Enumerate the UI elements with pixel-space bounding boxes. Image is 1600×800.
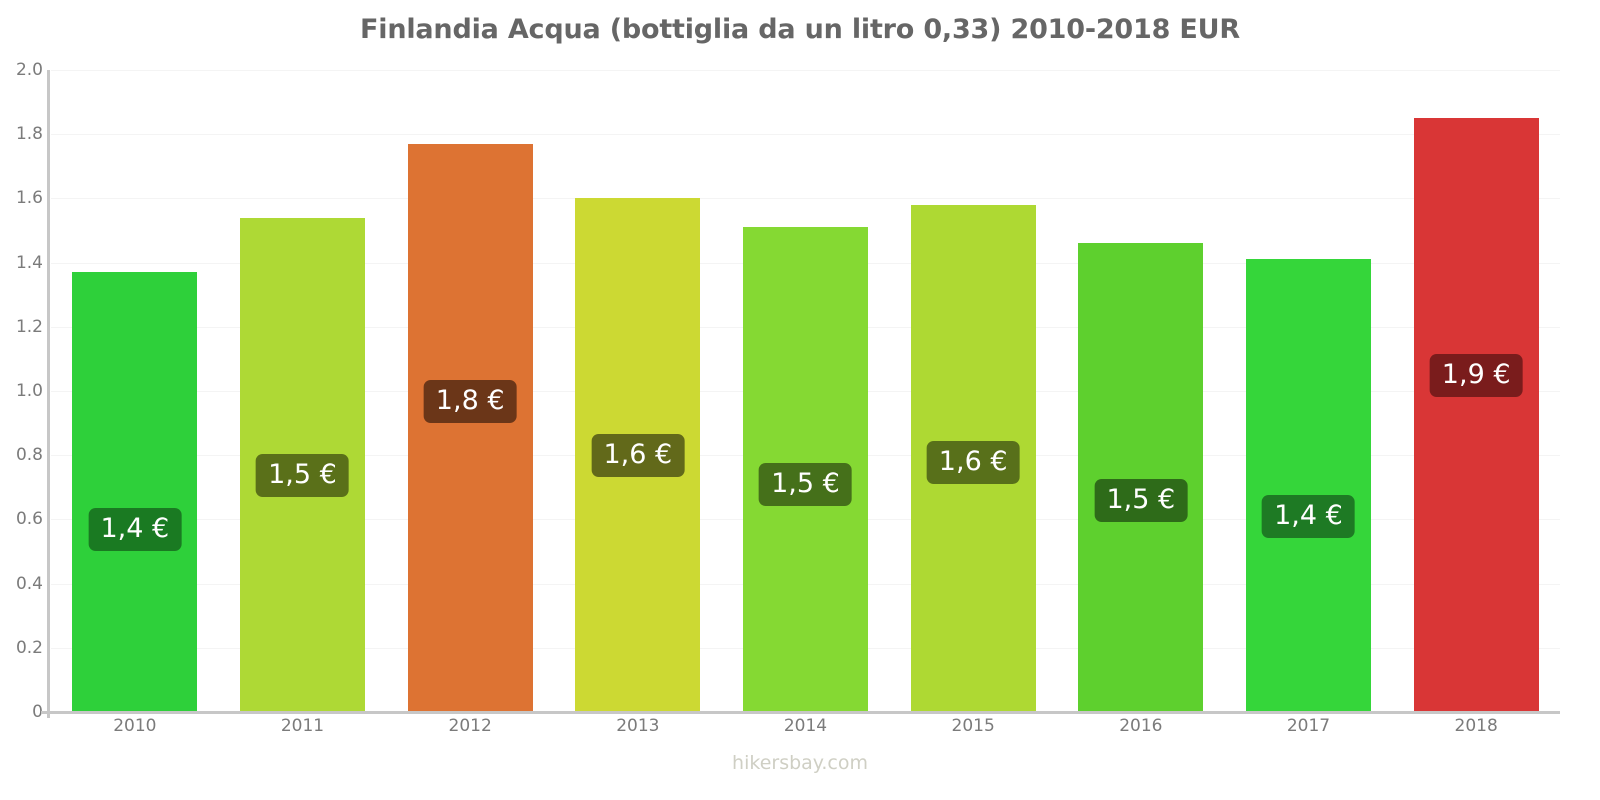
bar[interactable]: 1,6 € xyxy=(575,198,701,712)
bar[interactable]: 1,5 € xyxy=(240,217,365,712)
y-tick-label: 0 xyxy=(32,702,43,722)
bar[interactable]: 1,4 € xyxy=(72,272,198,712)
y-tick-label: 2.0 xyxy=(15,60,43,80)
chart-title: Finlandia Acqua (bottiglia da un litro 0… xyxy=(360,14,1240,45)
y-axis-tick-labels: 0 0.2 0.4 0.6 0.8 1.0 1.2 1.4 1.6 1.8 2.0 xyxy=(0,0,43,800)
footer-credit: hikersbay.com xyxy=(732,752,868,774)
gridline xyxy=(51,198,1560,200)
bar[interactable]: 1,9 € xyxy=(1413,118,1539,712)
bar[interactable]: 1,6 € xyxy=(910,204,1036,712)
y-tick-label: 0.2 xyxy=(15,637,43,658)
bar-value-label: 1,9 € xyxy=(1429,354,1523,398)
gridline xyxy=(51,70,1560,71)
bar[interactable]: 1,4 € xyxy=(1246,259,1371,712)
x-tick-label: 2016 xyxy=(1119,716,1163,736)
x-tick-label: 2014 xyxy=(783,716,828,736)
y-tick-label: 0.6 xyxy=(15,509,43,530)
y-tick-label: 1.6 xyxy=(15,188,43,209)
y-tick-label: 0.4 xyxy=(15,573,43,594)
y-tick-label: 1.2 xyxy=(15,316,43,337)
y-tick-label: 1.8 xyxy=(15,124,43,145)
bar-value-label: 1,6 € xyxy=(591,434,685,478)
x-tick-label: 2012 xyxy=(448,716,492,736)
bar-value-label: 1,5 € xyxy=(256,453,349,497)
x-tick-label: 2018 xyxy=(1454,716,1498,736)
x-tick-label: 2011 xyxy=(280,716,325,736)
x-tick-label: 2010 xyxy=(113,716,157,736)
bar-value-label: 1,8 € xyxy=(423,379,517,423)
bar-value-label: 1,6 € xyxy=(926,440,1020,484)
x-tick-label: 2015 xyxy=(951,716,995,736)
y-tick-label: 1.4 xyxy=(15,252,43,273)
bar[interactable]: 1,5 € xyxy=(743,227,868,712)
y-axis-line xyxy=(47,70,50,718)
y-tick-label: 0.8 xyxy=(15,445,43,466)
bar-value-label: 1,5 € xyxy=(759,463,852,507)
bar[interactable]: 1,8 € xyxy=(407,143,533,712)
gridline xyxy=(51,134,1560,136)
bar-value-label: 1,4 € xyxy=(88,508,182,552)
x-axis-line xyxy=(41,711,1560,714)
y-tick-label: 1.0 xyxy=(15,381,43,401)
bar-value-label: 1,5 € xyxy=(1094,479,1188,523)
plot-area: 1,4 € 1,5 € 1,8 € 1,6 € 1,5 € 1,6 € 1,5 € 1,4 €… xyxy=(51,70,1560,712)
bar[interactable]: 1,5 € xyxy=(1078,243,1204,712)
x-tick-label: 2017 xyxy=(1286,716,1331,736)
bar-value-label: 1,4 € xyxy=(1262,495,1355,539)
x-tick-label: 2013 xyxy=(616,716,660,736)
